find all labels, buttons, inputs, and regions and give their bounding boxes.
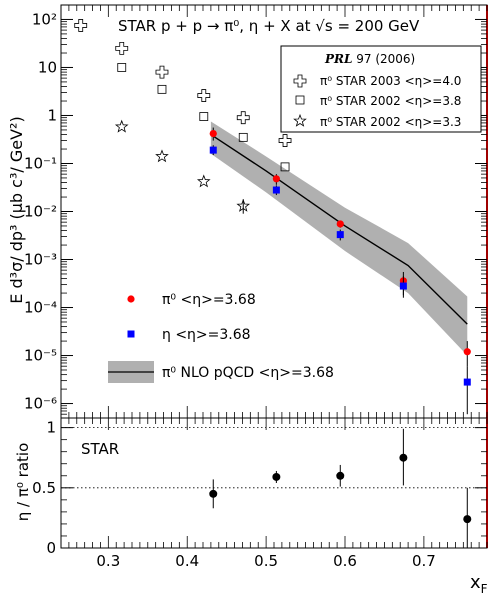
legend-main: π⁰ <η>=3.68 η <η>=3.68 π⁰ NLO pQCD <η>=3… <box>108 292 334 383</box>
series-star <box>114 119 251 214</box>
data-point <box>236 111 250 125</box>
x-axis: 0.3 0.4 0.5 0.6 0.7 <box>68 418 488 570</box>
data-point <box>336 231 344 239</box>
reference-lines <box>61 427 487 489</box>
bottom-y-axis: 00.51 <box>32 419 487 557</box>
y-tick-label: 0 <box>46 539 56 557</box>
data-point <box>278 134 292 147</box>
data-point <box>238 132 248 142</box>
data-point <box>117 63 127 72</box>
data-point <box>336 471 345 480</box>
y-tick-label: 0.5 <box>32 479 56 497</box>
legend-marker-eta <box>127 330 135 338</box>
data-point <box>196 174 211 188</box>
series-cross <box>74 19 292 147</box>
data-point <box>155 149 169 163</box>
data-point <box>114 119 129 133</box>
nlo-central-line <box>210 133 468 325</box>
data-point <box>157 84 167 94</box>
y-tick-label: 10 <box>38 58 57 76</box>
data-point <box>399 282 407 290</box>
legend-label-nlo: π⁰ NLO pQCD <η>=3.68 <box>162 365 334 381</box>
legend-box-header-rest: 97 (2006) <box>352 52 415 66</box>
data-point <box>199 112 209 121</box>
series-circle <box>209 428 472 548</box>
legend-box-marker-cross <box>293 74 307 88</box>
x-tick-label: 0.4 <box>175 552 199 570</box>
data-point <box>272 186 280 194</box>
y-tick-label: 10⁻⁵ <box>24 347 57 365</box>
y-tick-label: 1 <box>47 106 57 124</box>
legend-label-pi0: π⁰ <η>=3.68 <box>162 292 256 308</box>
data-point <box>155 65 169 79</box>
top-series <box>74 19 471 415</box>
data-point <box>272 175 280 183</box>
x-tick-label: 0.3 <box>96 552 120 570</box>
data-point <box>74 19 88 32</box>
legend-box-header-journal: PRL <box>324 52 352 66</box>
y-tick-label: 10⁻⁶ <box>24 395 57 413</box>
x-tick-label: 0.5 <box>254 552 278 570</box>
data-point <box>336 220 344 228</box>
series-square <box>209 145 471 415</box>
y-tick-label: 1 <box>46 419 56 437</box>
bottom-panel: 00.51 0.3 0.4 0.5 0.6 0.7 STAR η / π⁰ ratio … <box>14 417 488 596</box>
x-tick-label: 0.7 <box>412 552 436 570</box>
bottom-panel-label: STAR <box>81 440 119 458</box>
y-tick-label: 10⁻² <box>24 203 57 221</box>
top-x-ticks <box>68 5 488 418</box>
data-point <box>463 378 471 386</box>
bottom-y-axis-label: η / π⁰ ratio <box>14 443 32 522</box>
data-point <box>209 489 218 498</box>
legend-box-header: PRL 97 (2006) <box>324 52 415 66</box>
legend-box-marker-open-square <box>295 95 305 105</box>
y-tick-label: 10⁻⁴ <box>24 299 57 317</box>
data-point <box>236 198 251 212</box>
top-y-axis: 10⁻⁶ 10⁻⁵ 10⁻⁴ 10⁻³ 10⁻² 10⁻¹ 1 10 10² <box>24 4 487 419</box>
legend-label-eta: η <η>=3.68 <box>162 327 251 343</box>
legend-box-item-1: π⁰ STAR 2003 <η>=4.0 <box>320 74 461 88</box>
data-point <box>463 348 471 356</box>
legend-marker-pi0 <box>127 295 135 303</box>
y-tick-label: 10² <box>32 10 57 28</box>
data-point <box>272 472 281 481</box>
data-point <box>115 41 129 55</box>
y-tick-label: 10⁻³ <box>24 251 57 269</box>
data-point <box>209 129 217 138</box>
data-point <box>197 89 211 102</box>
y-tick-label: 10⁻¹ <box>24 154 57 172</box>
top-y-axis-label: E d³σ/ dp³ (μb c³/ GeV²) <box>7 116 26 303</box>
ratio-series <box>209 428 472 548</box>
data-point <box>463 515 472 524</box>
data-point <box>280 162 290 172</box>
series-open-square <box>117 63 290 172</box>
legend-box-item-2: π⁰ STAR 2002 <η>=3.8 <box>320 94 461 108</box>
chart-title: STAR p + p → π⁰, η + X at √s = 200 GeV <box>118 17 420 35</box>
legend-box-item-3: π⁰ STAR 2002 <η>=3.3 <box>320 115 461 129</box>
data-point <box>209 146 217 154</box>
x-tick-label: 0.6 <box>333 552 357 570</box>
legend-box-marker-star <box>293 113 307 127</box>
data-point <box>399 453 408 462</box>
top-panel: 10⁻⁶ 10⁻⁵ 10⁻⁴ 10⁻³ 10⁻² 10⁻¹ 1 10 10² STAR p + … <box>7 4 488 419</box>
legend-box: PRL 97 (2006) π⁰ STAR 2003 <η>=4.0 π⁰ ST… <box>280 45 482 133</box>
